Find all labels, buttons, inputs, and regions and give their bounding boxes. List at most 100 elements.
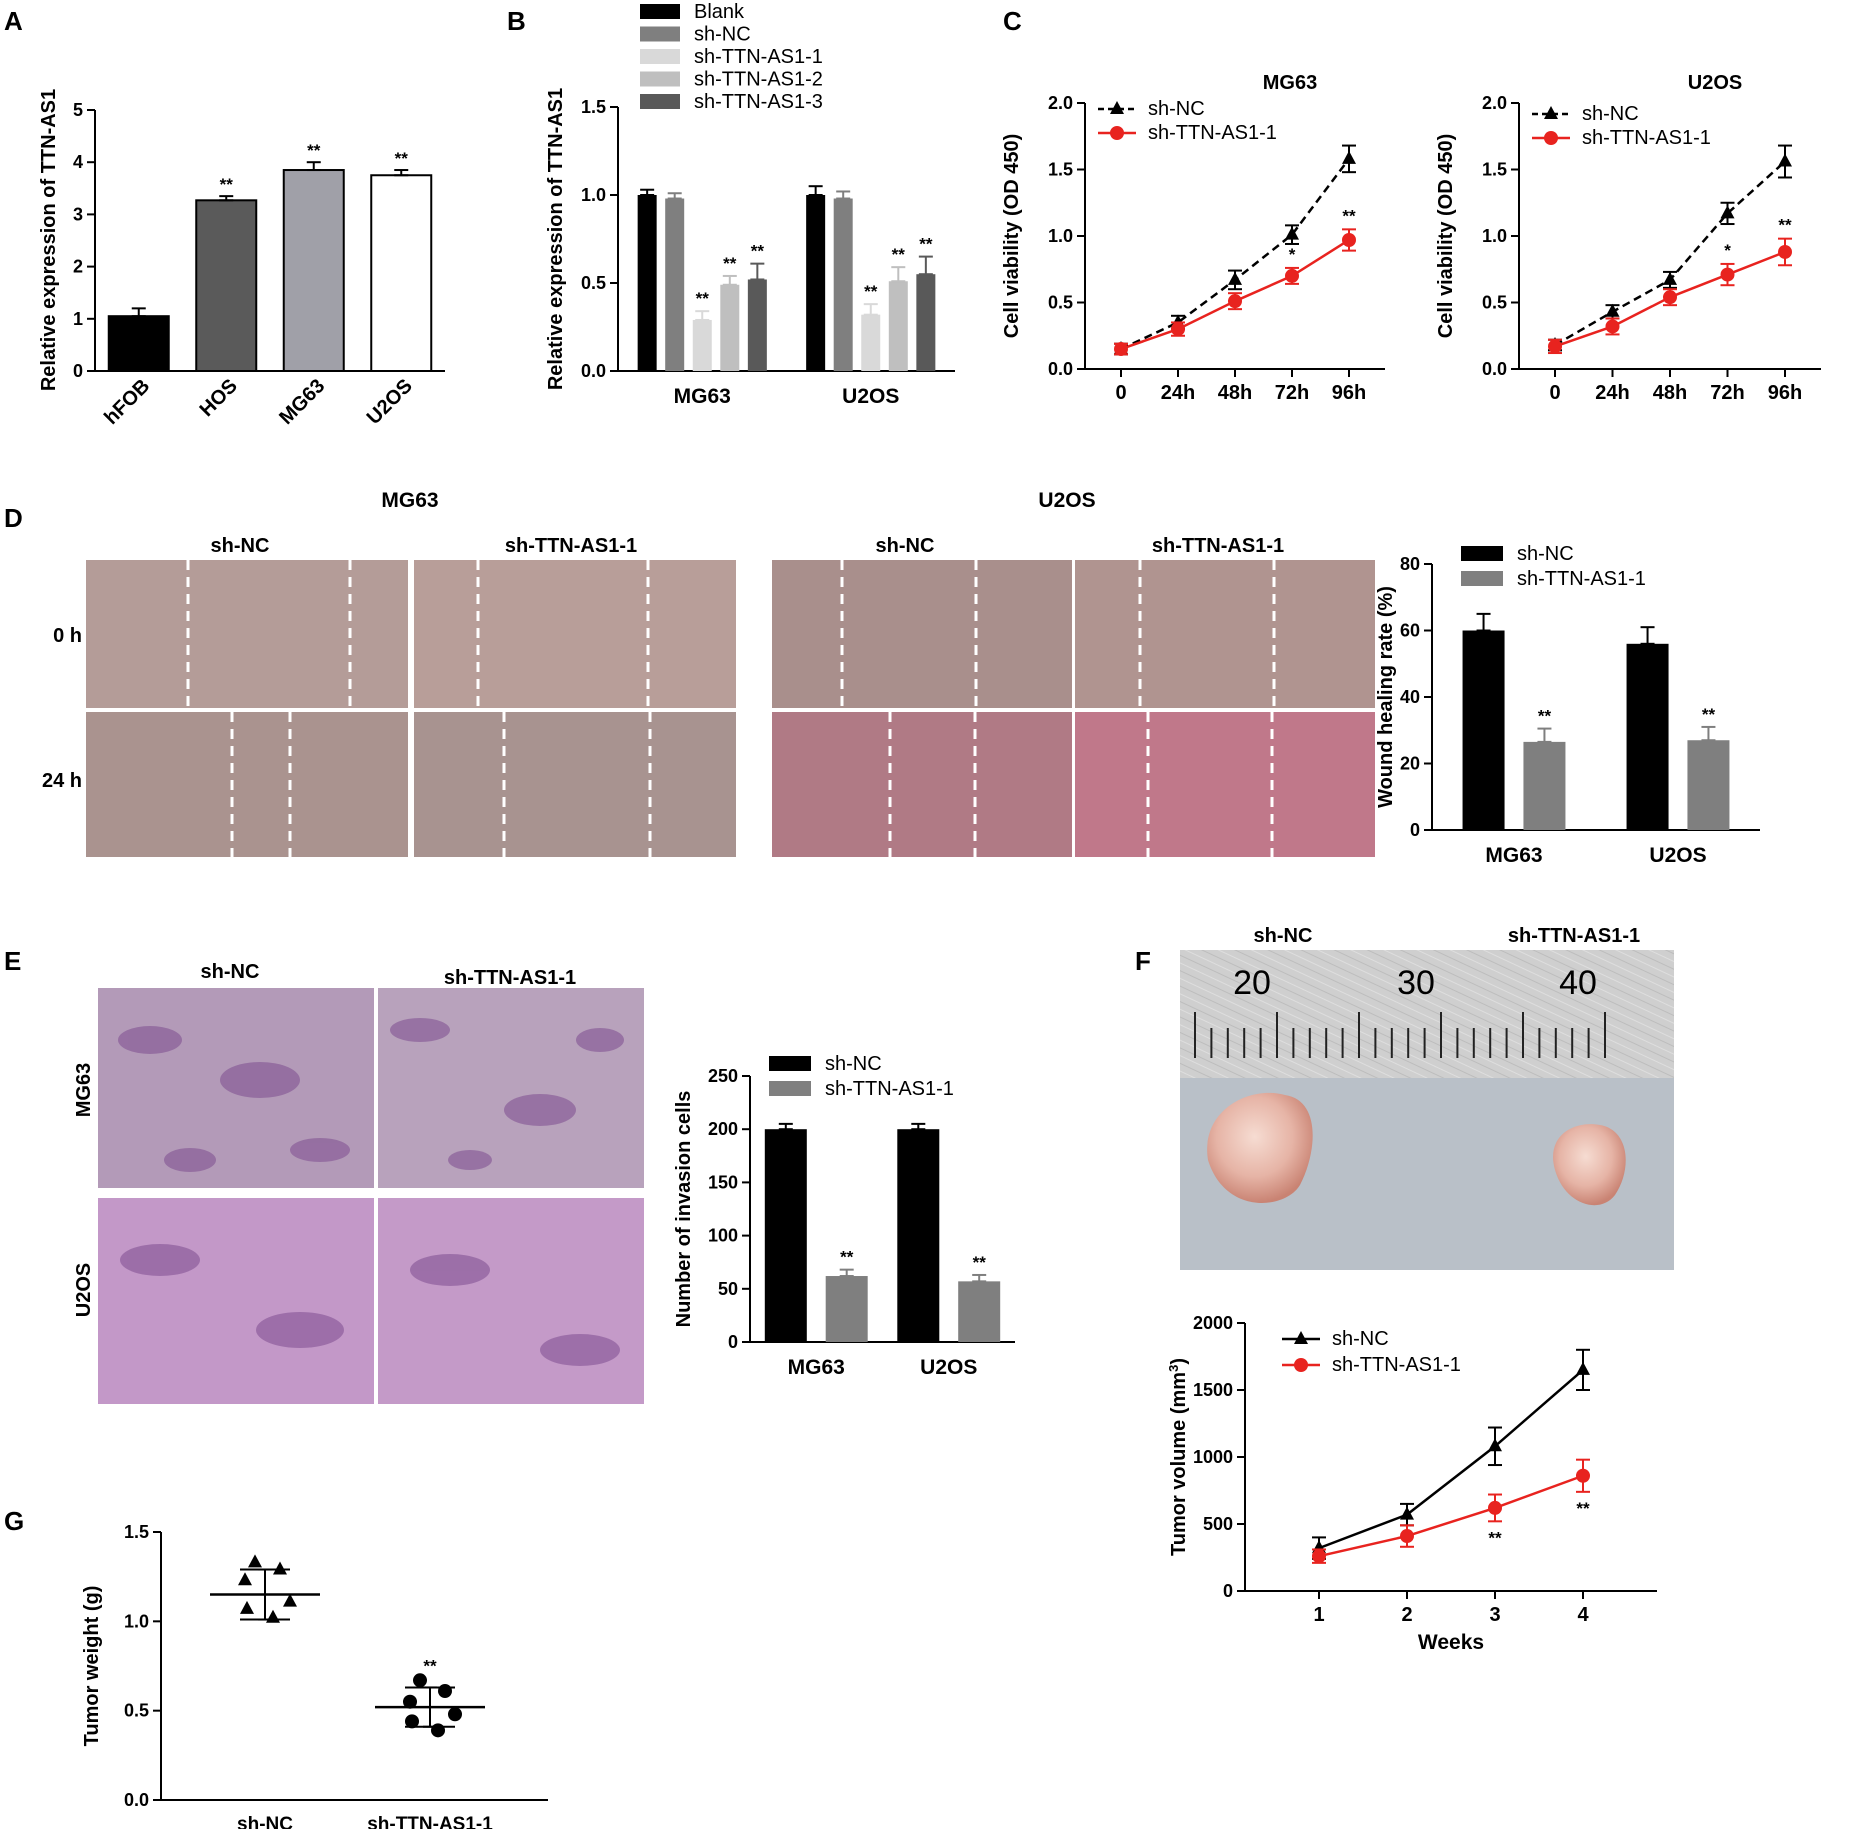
micrograph-mg63-shttn-24h xyxy=(414,712,736,857)
chart-f-legend-label: sh-TTN-AS1-1 xyxy=(1332,1354,1461,1376)
chart-b-legend-label: Blank xyxy=(694,1,745,23)
chart-f-point-sh-TTN-AS1-1 xyxy=(1312,1549,1326,1564)
chart-c1-y-tick-label: 0.0 xyxy=(1048,359,1073,379)
panel-g-letter: G xyxy=(4,1506,24,1536)
chart-g-point-sh-TTN-AS1-1 xyxy=(448,1707,462,1722)
panel-d-u2os-col-shttn: sh-TTN-AS1-1 xyxy=(1152,535,1284,557)
panel-d-u2os-heading: U2OS xyxy=(1038,489,1095,512)
chart-a-y-axis-label: Relative expression of TTN-AS1 xyxy=(38,89,60,391)
chart-b-bar-Blank-MG63 xyxy=(637,195,657,371)
panel-e-col-shnc: sh-NC xyxy=(201,961,260,983)
chart-b-legend-swatch xyxy=(640,49,680,64)
chart-e-y-tick-label: 0 xyxy=(728,1332,738,1352)
chart-e-y-tick-label: 150 xyxy=(708,1172,738,1192)
chart-b-bar-sh-NC-MG63 xyxy=(665,198,685,371)
chart-g-y-tick-label: 0.0 xyxy=(124,1790,149,1810)
chart-d-legend-label: sh-TTN-AS1-1 xyxy=(1517,568,1646,590)
chart-b-bar-sh-TTN-AS1-3-U2OS xyxy=(916,274,936,371)
chart-c1-legend-label: sh-NC xyxy=(1148,98,1205,120)
chart-e-legend-swatch xyxy=(769,1056,811,1071)
chart-c2-legend-marker xyxy=(1544,131,1558,145)
chart-f-significance: ** xyxy=(1576,1499,1590,1518)
chart-b-legend-swatch xyxy=(640,94,680,109)
chart-a-x-tick-label: MG63 xyxy=(275,375,329,429)
panel-e-micrographs: sh-NC sh-TTN-AS1-1 MG63 U2OS xyxy=(73,961,644,1404)
chart-c2-x-tick-label: 24h xyxy=(1595,382,1629,404)
chart-b-y-tick-label: 1.0 xyxy=(581,185,606,205)
chart-g-y-tick-label: 1.5 xyxy=(124,1522,149,1542)
chart-b-significance: ** xyxy=(864,282,878,301)
micrograph-mg63-shnc-0h xyxy=(86,560,408,708)
chart-b-y-tick-label: 0.0 xyxy=(581,361,606,381)
panel-d-mg63-heading: MG63 xyxy=(381,489,438,512)
panel-e-col-shttn: sh-TTN-AS1-1 xyxy=(444,967,576,989)
chart-b-legend-label: sh-TTN-AS1-2 xyxy=(694,69,823,91)
chart-b-bar-sh-TTN-AS1-3-MG63 xyxy=(747,279,767,371)
chart-g-point-sh-TTN-AS1-1 xyxy=(438,1684,452,1699)
micrograph-mg63-shttn-0h xyxy=(414,560,736,708)
micrograph-u2os-shnc-0h xyxy=(772,560,1072,708)
chart-f-y-axis-label-end: ) xyxy=(1168,1358,1190,1365)
chart-f-x-tick-label: 4 xyxy=(1577,1604,1589,1626)
chart-c1-series-line-sh-NC xyxy=(1120,158,1350,351)
chart-d-legend-swatch xyxy=(1461,546,1503,561)
panel-e-letter: E xyxy=(4,946,21,976)
panel-d-mg63-col-shttn: sh-TTN-AS1-1 xyxy=(505,535,637,557)
chart-f-y-tick-label: 0 xyxy=(1223,1581,1233,1601)
chart-f-series-line-sh-TTN-AS1-1 xyxy=(1318,1474,1584,1558)
chart-c1-point-sh-TTN-AS1-1 xyxy=(1114,342,1128,357)
chart-a-x-tick-label: U2OS xyxy=(363,375,417,429)
chart-f-x-axis-label: Weeks xyxy=(1418,1631,1484,1654)
chart-a-bar-MG63 xyxy=(282,169,345,372)
chart-d-significance: ** xyxy=(1538,707,1552,726)
chart-a-significance-MG63: ** xyxy=(307,141,321,160)
panel-f-letter: F xyxy=(1135,946,1151,976)
chart-g-point-sh-NC xyxy=(273,1561,287,1575)
chart-g-point-sh-NC xyxy=(266,1609,280,1623)
chart-c1-x-tick-label: 96h xyxy=(1332,382,1366,404)
chart-g-x-tick-label: sh-TTN-AS1-1 xyxy=(367,1814,493,1829)
chart-f-y-tick-label: 2000 xyxy=(1193,1313,1233,1333)
chart-e-significance: ** xyxy=(840,1248,854,1267)
chart-c2-x-tick-label: 0 xyxy=(1549,382,1560,404)
chart-e-x-tick-label: MG63 xyxy=(788,1356,845,1379)
chart-d-y-tick-label: 40 xyxy=(1400,687,1420,707)
chart-d-x-tick-label: U2OS xyxy=(1649,844,1706,867)
chart-e-legend-swatch xyxy=(769,1081,811,1096)
chart-d-x-tick-label: MG63 xyxy=(1485,844,1542,867)
chart-f-point-sh-TTN-AS1-1 xyxy=(1576,1468,1590,1483)
chart-b-bar-sh-TTN-AS1-2-MG63 xyxy=(720,284,740,371)
tumor-shnc xyxy=(1207,1092,1313,1203)
chart-b-x-tick-label: MG63 xyxy=(674,385,731,408)
chart-e-bar-sh-TTN-AS1-1-U2OS xyxy=(958,1281,1001,1342)
chart-a-y-tick-label: 5 xyxy=(73,100,83,120)
chart-a-y-tick-label: 3 xyxy=(73,204,83,224)
chart-f-point-sh-NC xyxy=(1488,1438,1502,1452)
chart-b-legend-swatch xyxy=(640,71,680,87)
chart-c1-point-sh-NC xyxy=(1285,226,1299,240)
chart-f-x-tick-label: 3 xyxy=(1489,1604,1500,1626)
chart-g-y-tick-label: 1.0 xyxy=(124,1611,149,1631)
chart-f-legend-label: sh-NC xyxy=(1332,1328,1389,1350)
chart-f-legend-marker xyxy=(1294,1331,1308,1344)
chart-b-legend-label: sh-TTN-AS1-1 xyxy=(694,46,823,68)
chart-e-y-tick-label: 100 xyxy=(708,1226,738,1246)
chart-g-point-sh-NC xyxy=(283,1593,297,1607)
chart-d-legend-label: sh-NC xyxy=(1517,543,1574,565)
chart-d-legend-swatch xyxy=(1461,571,1503,586)
micrograph-u2os-shnc-24h xyxy=(772,712,1072,857)
chart-d-y-tick-label: 20 xyxy=(1400,754,1420,774)
ruler-body xyxy=(1180,950,1674,1078)
chart-c1-x-tick-label: 72h xyxy=(1275,382,1309,404)
chart-c2-significance: ** xyxy=(1778,216,1792,235)
chart-b-significance: ** xyxy=(723,254,737,273)
chart-c2-y-tick-label: 0.5 xyxy=(1482,293,1507,313)
panel-f-tumor-photo: sh-NC sh-TTN-AS1-1 20 30 40 xyxy=(1180,925,1674,1270)
panel-d-row-24h: 24 h xyxy=(42,770,82,792)
panel-c-letter: C xyxy=(1003,6,1022,36)
ruler-mark-40: 40 xyxy=(1559,964,1597,1002)
ruler-mark-30: 30 xyxy=(1397,964,1435,1002)
chart-g-point-sh-TTN-AS1-1 xyxy=(405,1714,419,1729)
chart-e-significance: ** xyxy=(973,1253,987,1272)
